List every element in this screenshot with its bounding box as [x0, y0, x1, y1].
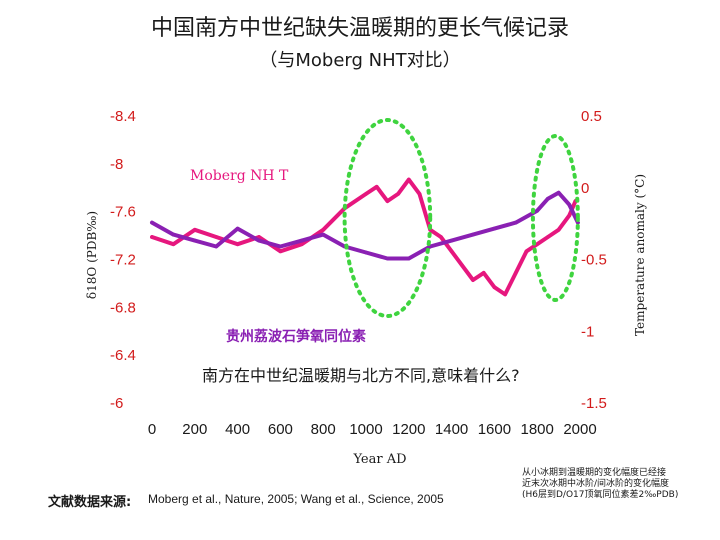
x-axis-label: Year AD	[352, 452, 406, 467]
highlight-ellipse-1	[530, 134, 580, 302]
series-0-point	[278, 249, 283, 254]
y-left-tick-label: -7.6	[110, 204, 136, 221]
series-1-point	[214, 244, 218, 249]
series-0-point	[235, 242, 240, 246]
x-tick-label: 600	[268, 421, 293, 438]
series-line-1	[150, 190, 580, 261]
series-1-point	[576, 220, 580, 225]
series-1-point	[471, 232, 475, 237]
series-0-point	[385, 199, 390, 203]
series-1-point	[150, 220, 154, 225]
series-1-point	[364, 250, 368, 255]
series-0-point	[546, 235, 550, 239]
series-0-point	[492, 285, 497, 290]
series-0-point	[556, 228, 561, 232]
series-0-point	[214, 235, 218, 239]
series-0-point	[481, 271, 486, 275]
y-right-tick-label: -0.5	[581, 252, 607, 269]
x-tick-label: 2000	[563, 421, 596, 438]
series-1-point	[193, 238, 197, 243]
series-0-point	[407, 177, 411, 182]
y-right-tick-label: -1.5	[581, 395, 607, 412]
series-0-point	[150, 235, 154, 239]
series-1-point	[321, 232, 326, 237]
note-line-3: (H6层到D/O17顶氧同位素差2‰PDB)	[522, 490, 679, 500]
series-0-point	[193, 228, 197, 232]
series-0-point	[524, 249, 529, 254]
series-0-point	[471, 278, 475, 282]
question-text: 南方在中世纪温暖期与北方不同,意味着什么?	[202, 366, 520, 385]
x-tick-label: 1600	[478, 421, 511, 438]
series-0-point	[300, 242, 304, 246]
series-1-point	[567, 202, 572, 207]
note-box: 从小冰期到温暖期的变化幅度已经接 近末次冰期中冰阶/间冰阶的变化幅度 (H6层到…	[522, 468, 712, 501]
highlight-ellipse-0	[342, 118, 433, 318]
annotation-moberg: Moberg NH T	[190, 168, 289, 184]
series-0-point	[567, 213, 572, 218]
series-1-point	[235, 226, 240, 231]
series-1-point	[556, 190, 561, 195]
series-0-point	[503, 292, 507, 297]
series-1-point	[257, 238, 261, 243]
series-0-point	[374, 184, 379, 189]
x-tick-label: 1000	[349, 421, 382, 438]
series-0-point	[460, 263, 465, 268]
y-left-tick-label: -8.4	[110, 108, 136, 125]
y-left-tick-label: -7.2	[110, 252, 136, 269]
series-1-point	[535, 208, 539, 213]
series-0-point	[449, 249, 454, 254]
note-line-2: 近末次冰期中冰阶/间冰阶的变化幅度	[522, 479, 670, 489]
series-1-point	[171, 232, 176, 237]
y-left-tick-label: -8	[110, 156, 123, 173]
x-tick-label: 200	[182, 421, 207, 438]
series-1-point	[546, 196, 550, 201]
series-1-point	[514, 220, 518, 225]
series-1-point	[492, 226, 497, 231]
series-0-point	[364, 192, 368, 196]
source-text: Moberg et al., Nature, 2005; Wang et al.…	[148, 492, 444, 506]
series-1-point	[407, 256, 411, 261]
source-label: 文献数据来源:	[48, 495, 132, 510]
series-0-point	[396, 192, 400, 196]
y-right-tick-label: -1	[581, 323, 594, 340]
page-title: 中国南方中世纪缺失温暖期的更长气候记录	[150, 16, 569, 41]
note-line-1: 从小冰期到温暖期的变化幅度已经接	[522, 468, 667, 478]
y-right-tick-label: 0.5	[581, 108, 602, 125]
series-1-point	[449, 238, 454, 243]
y-left-tick-label: -6.8	[110, 299, 136, 316]
annotation-guizhou: 贵州荔波石笋氧同位素	[226, 328, 366, 345]
series-1-point	[300, 238, 304, 243]
x-tick-label: 1800	[521, 421, 554, 438]
x-tick-label: 800	[311, 421, 336, 438]
page-subtitle: （与Moberg NHT对比）	[259, 50, 461, 71]
x-tick-label: 1400	[435, 421, 468, 438]
series-0-point	[514, 271, 518, 275]
x-tick-label: 0	[148, 421, 156, 438]
y-left-tick-label: -6.4	[110, 347, 136, 364]
y-axis-right-label: Temperature anomaly (°C)	[633, 174, 647, 336]
x-tick-label: 1200	[392, 421, 425, 438]
series-0-point	[321, 228, 326, 232]
series-1-point	[278, 244, 283, 249]
x-tick-label: 400	[225, 421, 250, 438]
series-1-point	[385, 256, 390, 261]
y-right-tick-label: 0	[581, 180, 589, 197]
series-0-point	[535, 242, 539, 246]
series-0-point	[171, 242, 176, 246]
y-axis-left-label: δ18O (PDB‰)	[85, 211, 99, 299]
y-left-tick-label: -6	[110, 395, 123, 412]
series-0-point	[439, 235, 443, 239]
series-0-point	[417, 192, 422, 196]
